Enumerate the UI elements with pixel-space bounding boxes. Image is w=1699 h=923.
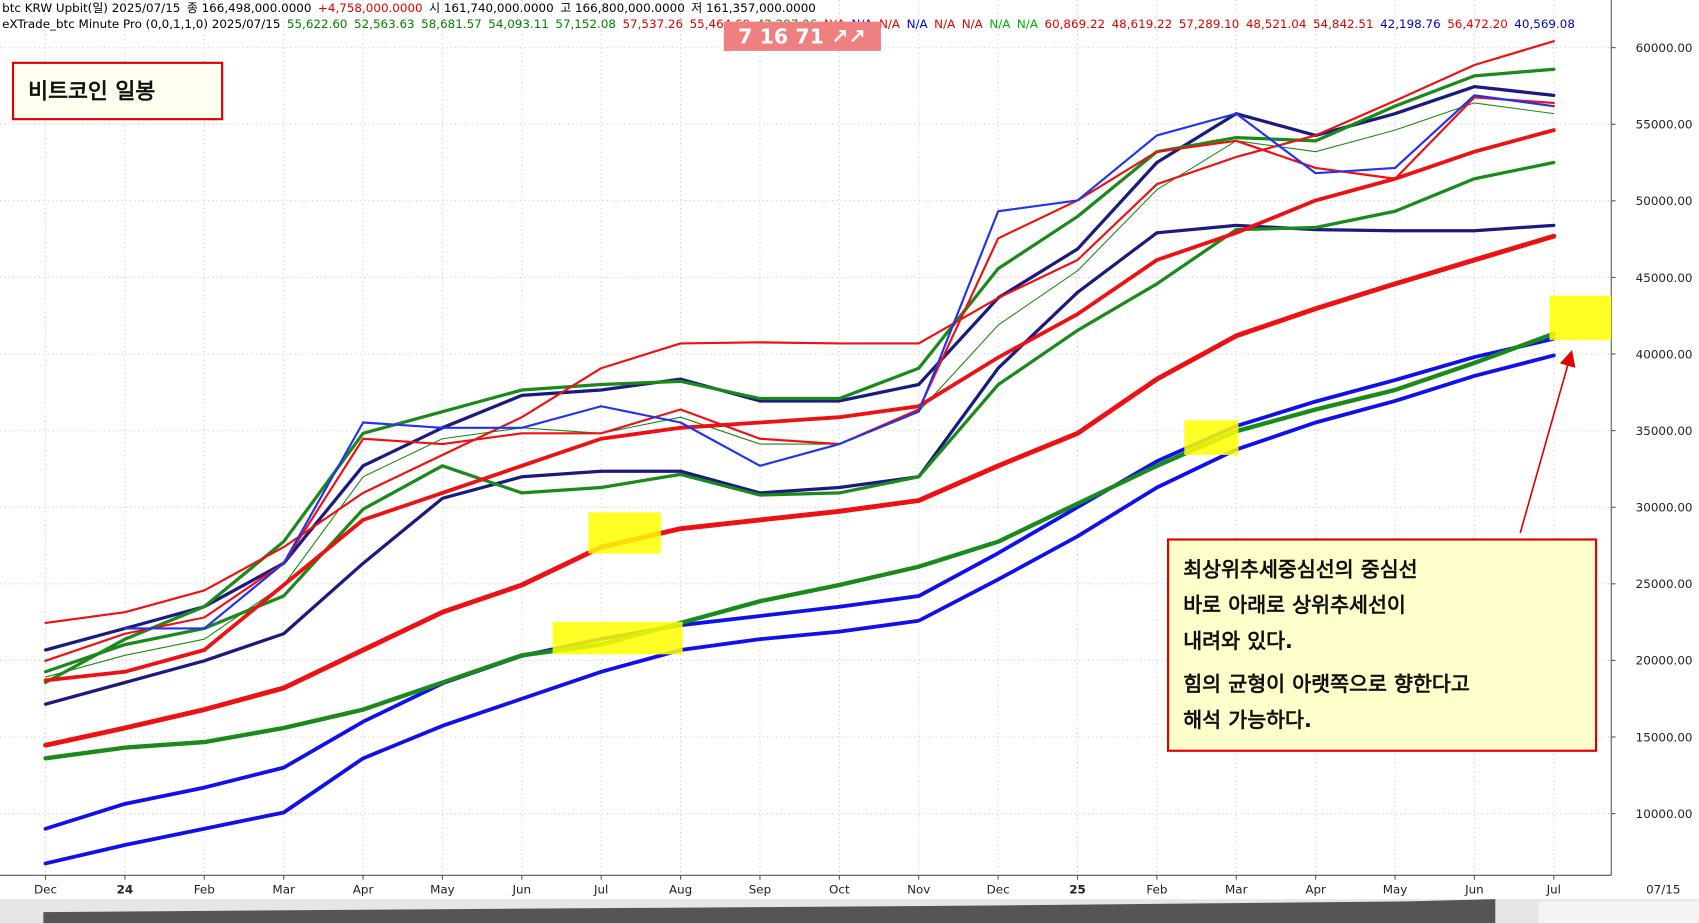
annotation-line: 힘의 균형이 아랫쪽으로 향한다고 [1183, 672, 1470, 696]
x-tick-label: Jun [1464, 883, 1484, 897]
x-tick-label: Apr [1305, 883, 1326, 897]
header-token: 종 166,498,000.0000 [187, 1, 312, 15]
header-token: 57,289.10 [1179, 17, 1240, 31]
x-tick-label: Aug [669, 883, 692, 897]
highlight-box [1184, 420, 1239, 455]
header-line-1: btc KRW Upbit(일) 2025/07/15 종 166,498,000… [2, 1, 816, 15]
header-token: 58,681.57 [421, 17, 482, 31]
header-token: +4,758,000.0000 [318, 1, 423, 15]
highlight-box [1549, 295, 1612, 341]
y-tick-label: 50000.00 [1636, 194, 1693, 208]
header-token: N/A [962, 17, 984, 31]
header-token: 저 161,357,000.0000 [691, 1, 816, 15]
y-tick-label: 55000.00 [1636, 118, 1693, 132]
series-line [43, 128, 1556, 683]
x-tick-label: Jun [512, 883, 532, 897]
header-token: 54,842.51 [1313, 17, 1374, 31]
series-lines [43, 40, 1557, 866]
y-tick-label: 20000.00 [1636, 654, 1693, 668]
badge: 7 16 71 ↗↗ [738, 24, 866, 48]
header-token: 56,472.20 [1447, 17, 1508, 31]
x-tick-label: 25 [1069, 883, 1086, 897]
toolbar [1538, 901, 1699, 923]
chart-title: 비트코인 일봉 [28, 80, 155, 105]
header-token: 57,537.26 [622, 17, 683, 31]
header-token: 55,622.60 [287, 17, 348, 31]
x-tick-label: 24 [117, 883, 134, 897]
annotation-line: 최상위추세중심선의 중심선 [1183, 557, 1417, 581]
series-line [43, 85, 1556, 652]
header-token: 54,093.11 [488, 17, 549, 31]
series-line [123, 94, 1555, 630]
title-box [11, 61, 224, 121]
x-tick-label: May [1383, 883, 1408, 897]
series-line [44, 102, 1555, 678]
x-tick-label: May [430, 883, 455, 897]
x-tick-label: Dec [34, 883, 57, 897]
header-token: 42,198.76 [1380, 17, 1441, 31]
scrollbar-preview [43, 899, 1496, 923]
x-tick-label: Jul [1546, 883, 1561, 897]
x-tick-label: Mar [272, 883, 295, 897]
y-tick-label: 45000.00 [1636, 271, 1693, 285]
x-tick-label: Sep [749, 883, 771, 897]
y-tick-label: 10000.00 [1636, 807, 1693, 821]
header-token: N/A [907, 17, 929, 31]
series-line [43, 233, 1557, 748]
header-token: N/A [989, 17, 1011, 31]
x-tick-label: Nov [907, 883, 930, 897]
x-tick-label: Dec [987, 883, 1010, 897]
header-token: N/A [934, 17, 956, 31]
y-tick-label: 40000.00 [1636, 347, 1693, 361]
header-token: N/A [1017, 17, 1039, 31]
y-tick-label: 15000.00 [1636, 730, 1693, 744]
header-token: 시 161,740,000.0000 [429, 1, 554, 15]
series-line [43, 336, 1556, 831]
annotation-line: 해석 가능하다. [1183, 708, 1312, 732]
x-tick-label: Feb [1146, 883, 1167, 897]
y-tick-label: 35000.00 [1636, 424, 1693, 438]
header-token: 52,563.63 [354, 17, 415, 31]
header-token: N/A [879, 17, 901, 31]
x-tick-label: Feb [194, 883, 215, 897]
x-end-label: 07/15 [1646, 883, 1680, 897]
x-tick-label: Jul [593, 883, 608, 897]
header-token: 57,152.08 [555, 17, 616, 31]
header-token: 48,521.04 [1246, 17, 1307, 31]
highlight-box [552, 621, 683, 655]
annotation-line: 바로 아래로 상위추세선이 [1183, 593, 1406, 617]
y-tick-label: 30000.00 [1636, 501, 1693, 515]
series-line [43, 160, 1556, 674]
series-line [43, 67, 1556, 685]
highlight-box [588, 512, 661, 554]
badge-bg [723, 21, 881, 51]
x-tick-label: Oct [829, 883, 850, 897]
x-tick-label: Mar [1225, 883, 1248, 897]
header-token: btc KRW Upbit(일) 2025/07/15 [2, 1, 180, 15]
x-tick-label: Apr [353, 883, 374, 897]
header-token: 60,869.22 [1044, 17, 1105, 31]
header-token: 고 166,800,000.0000 [560, 1, 685, 15]
header-token: 48,619.22 [1112, 17, 1173, 31]
y-tick-label: 25000.00 [1636, 577, 1693, 591]
y-tick-label: 60000.00 [1636, 41, 1693, 55]
header-token: 40,569.08 [1514, 17, 1575, 31]
annotation-box [1166, 538, 1598, 752]
arrow [1519, 350, 1576, 534]
annotation-line: 내려와 있다. [1183, 629, 1293, 653]
header-token: eXTrade_btc Minute Pro (0,0,1,1,0) 2025/… [2, 17, 280, 31]
series-line [43, 331, 1556, 761]
series-line [43, 353, 1556, 866]
